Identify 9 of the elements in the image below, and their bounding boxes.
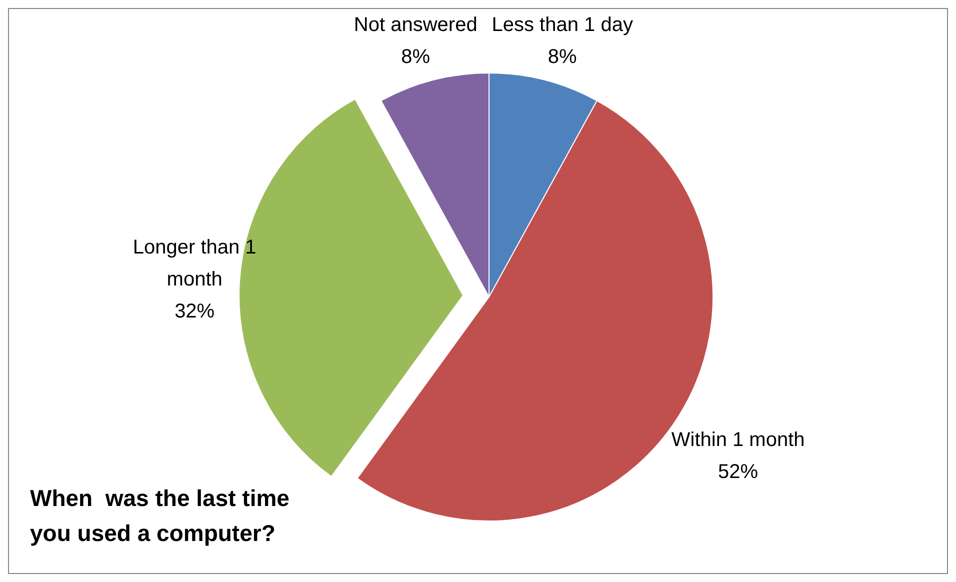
slice-label: Within 1 month: [671, 429, 805, 452]
data-label: 32%: [174, 300, 215, 322]
data-label: 8%: [548, 46, 578, 68]
data-label: 52%: [718, 461, 758, 484]
text: When was the last time you used a computer?: [30, 485, 290, 546]
data-label: 8%: [401, 46, 430, 68]
slice-label: Not answered: [354, 14, 478, 36]
slice-label: Less than 1 day: [492, 14, 633, 36]
slice-label: Longer than 1 month: [132, 236, 256, 290]
